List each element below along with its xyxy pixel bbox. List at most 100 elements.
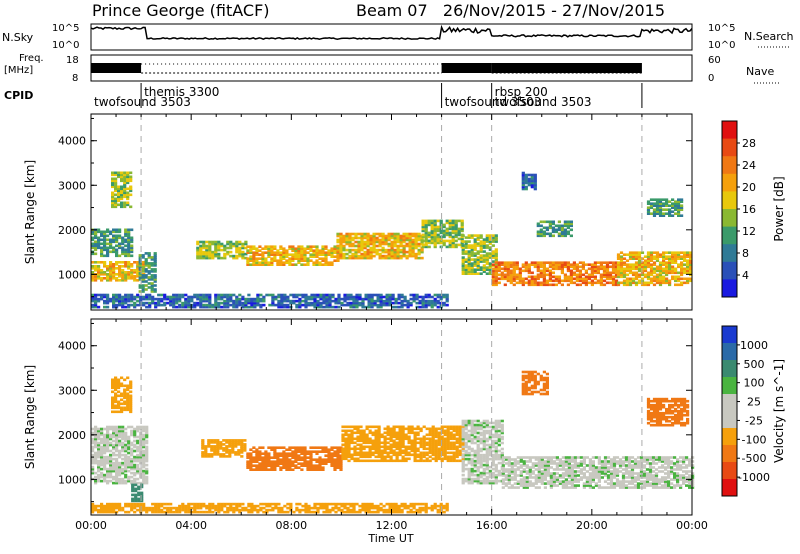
velocity-colorbar-seg-6 <box>722 428 737 446</box>
power-band-1 <box>91 228 134 258</box>
velocity-band-5 <box>341 425 465 463</box>
freq-unit-label: [MHz] <box>4 65 33 76</box>
power-colorbar-tick-6: 28 <box>742 137 756 150</box>
power-colorbar-label: Power [dB] <box>772 176 786 241</box>
power-ytick-label-0: 1000 <box>58 268 86 281</box>
velocity-band-1 <box>131 483 144 503</box>
velocity-colorbar-seg-0 <box>722 326 737 344</box>
power-band-5 <box>246 245 340 266</box>
cpid-label: CPID <box>4 89 33 102</box>
velocity-yaxis-label: Slant Range [km] <box>23 365 37 469</box>
power-band-0 <box>91 261 146 282</box>
velocity-colorbar-tick-1: 500 <box>744 358 765 371</box>
power-band-12 <box>536 220 573 238</box>
power-band-11 <box>91 293 449 309</box>
power-colorbar-seg-5 <box>722 209 737 228</box>
power-band-13 <box>646 198 684 217</box>
cpid-segment-2: twofsound 3503 <box>445 95 542 109</box>
power-colorbar-tick-1: 8 <box>742 247 749 260</box>
freq-bottom-tick: 8 <box>72 73 78 84</box>
power-colorbar-tick-5: 24 <box>742 159 756 172</box>
xtick-label-2: 08:00 <box>275 519 307 532</box>
velocity-colorbar-seg-1 <box>722 343 737 361</box>
beam-date-title: Beam 07 26/Nov/2015 - 27/Nov/2015 <box>356 1 665 20</box>
power-colorbar-seg-0 <box>722 121 737 140</box>
freq-top-tick: 18 <box>66 55 79 66</box>
power-colorbar-seg-1 <box>722 138 737 157</box>
power-ytick-label-3: 4000 <box>58 135 86 148</box>
power-colorbar-tick-2: 12 <box>742 225 756 238</box>
velocity-band-2 <box>111 376 133 414</box>
cpid-segment-1: themis 3300 <box>144 85 219 99</box>
power-band-2 <box>111 171 133 209</box>
power-colorbar-seg-6 <box>722 226 737 245</box>
velocity-colorbar-seg-7 <box>722 445 737 463</box>
power-colorbar-seg-8 <box>722 261 737 280</box>
velocity-ytick-label-1: 2000 <box>58 429 86 442</box>
nsky-trace <box>90 24 693 41</box>
power-colorbar-seg-9 <box>722 279 737 298</box>
velocity-band-8 <box>91 502 449 514</box>
nsky-strip-frame <box>90 23 693 51</box>
velocity-ytick-label-2: 3000 <box>58 384 86 397</box>
cpid-segment-4: twofsound 3503 <box>495 95 592 109</box>
velocity-colorbar-seg-8 <box>722 462 737 480</box>
nsearch-label: N.Search <box>744 30 794 43</box>
velocity-band-4 <box>246 446 343 471</box>
power-colorbar-tick-4: 20 <box>742 181 756 194</box>
velocity-colorbar-seg-9 <box>722 479 737 497</box>
xtick-label-0: 00:00 <box>75 519 107 532</box>
xtick-label-4: 16:00 <box>476 519 508 532</box>
velocity-colorbar-label: Velocity [m s^-1] <box>772 359 786 463</box>
velocity-panel: 1000 2000 3000 4000 00:00 04:00 08:00 12:00 16:0… <box>23 318 786 545</box>
power-panel: 1000 2000 3000 4000 Slant Range [km] 4 8 12 16 20… <box>23 113 786 311</box>
velocity-band-10 <box>646 397 690 427</box>
station-title: Prince George (fitACF) <box>92 1 270 20</box>
power-yaxis-label: Slant Range [km] <box>23 160 37 264</box>
velocity-band-0 <box>91 425 149 485</box>
nave-top-tick: 60 <box>708 55 721 66</box>
nsearch-bottom-tick: 10^0 <box>708 40 735 51</box>
velocity-frame <box>90 318 693 516</box>
velocity-band-6 <box>461 419 504 485</box>
freq-block-4 <box>491 63 642 73</box>
velocity-colorbar-tick-0: 1000 <box>740 339 768 352</box>
power-colorbar-tick-3: 16 <box>742 203 756 216</box>
velocity-colorbar-tick-3: 25 <box>747 396 761 409</box>
nsky-top-tick: 10^5 <box>52 23 79 34</box>
power-colorbar-seg-7 <box>722 244 737 263</box>
power-band-14 <box>521 171 537 191</box>
freq-block-0 <box>91 63 142 73</box>
power-colorbar-seg-3 <box>722 173 737 192</box>
velocity-colorbar-seg-5 <box>722 411 737 429</box>
xtick-label-1: 04:00 <box>175 519 207 532</box>
nsky-label: N.Sky <box>2 31 34 44</box>
power-colorbar: 4 8 12 16 20 24 28 Power [dB] <box>721 120 786 298</box>
velocity-colorbar-tick-7: -1000 <box>738 471 770 484</box>
power-colorbar-seg-4 <box>722 191 737 210</box>
velocity-band-7 <box>501 456 695 489</box>
velocity-colorbar-seg-3 <box>722 377 737 395</box>
velocity-band-3 <box>201 439 247 458</box>
velocity-band-9 <box>521 370 549 396</box>
velocity-ytick-label-3: 4000 <box>58 340 86 353</box>
power-colorbar-tick-0: 4 <box>742 269 749 282</box>
velocity-colorbar-seg-2 <box>722 360 737 378</box>
xaxis-label: Time UT <box>367 532 413 545</box>
power-band-9 <box>491 261 619 287</box>
nave-bottom-tick: 0 <box>708 73 714 84</box>
freq-label: Freq. <box>19 53 44 64</box>
nsearch-top-tick: 10^5 <box>708 23 735 34</box>
power-band-10 <box>616 251 693 287</box>
velocity-ytick-label-0: 1000 <box>58 473 86 486</box>
power-ytick-label-1: 2000 <box>58 224 86 237</box>
velocity-colorbar-tick-6: -500 <box>742 452 767 465</box>
power-band-7 <box>421 219 464 249</box>
velocity-colorbar-tick-2: 100 <box>744 377 765 390</box>
power-band-3 <box>138 252 157 293</box>
cpid-segment-0: twofsound 3503 <box>94 95 191 109</box>
xtick-label-3: 12:00 <box>376 519 408 532</box>
